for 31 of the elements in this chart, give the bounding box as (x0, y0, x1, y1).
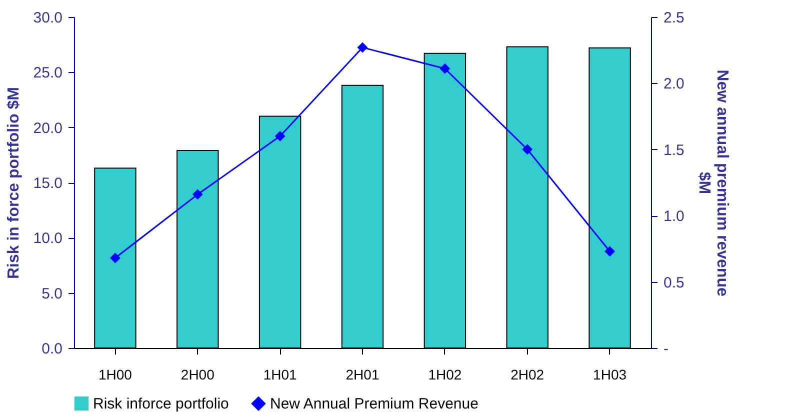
y2-tick-label: 0.5 (664, 274, 684, 292)
legend-label: Risk inforce portfolio (93, 396, 229, 413)
y2-tick-label: 2.0 (664, 76, 684, 93)
point (604, 246, 616, 257)
y-axis-title: Risk in force portfolio $M (5, 86, 22, 280)
point (440, 63, 450, 74)
legend-label: New Annual Premium Revenue (270, 396, 478, 413)
y-tick-label: 0.0 (42, 340, 62, 358)
y-tick-label: 20.0 (33, 120, 62, 137)
y2-tick-label: 1.5 (664, 142, 684, 159)
point (274, 130, 286, 142)
y-tick-label: 15.0 (33, 175, 62, 192)
x-tick-label: 1H00 (98, 366, 132, 382)
point (192, 189, 203, 200)
x-tick-label: 1H03 (593, 366, 627, 382)
y2-tick-label: 2.5 (664, 10, 684, 26)
y-tick-label: 5.0 (42, 285, 62, 302)
y-tick-label: 25.0 (33, 64, 62, 82)
point (357, 42, 368, 53)
x-tick-label: 1H02 (428, 366, 462, 382)
point (522, 144, 533, 155)
x-tick-label: 2H01 (346, 366, 380, 382)
point (110, 252, 120, 264)
y-tick-label: 30.0 (33, 10, 62, 26)
y2-tick-label: 1.0 (664, 208, 684, 226)
x-tick-label: 2H02 (510, 366, 544, 382)
x-tick-label: 2H00 (180, 366, 215, 382)
y2-tick-label: - (664, 340, 668, 358)
x-tick-label: 1H01 (263, 366, 298, 382)
y2-axis-title: New annual premium revenue $M (695, 70, 730, 296)
y-tick-label: 10.0 (33, 230, 62, 248)
